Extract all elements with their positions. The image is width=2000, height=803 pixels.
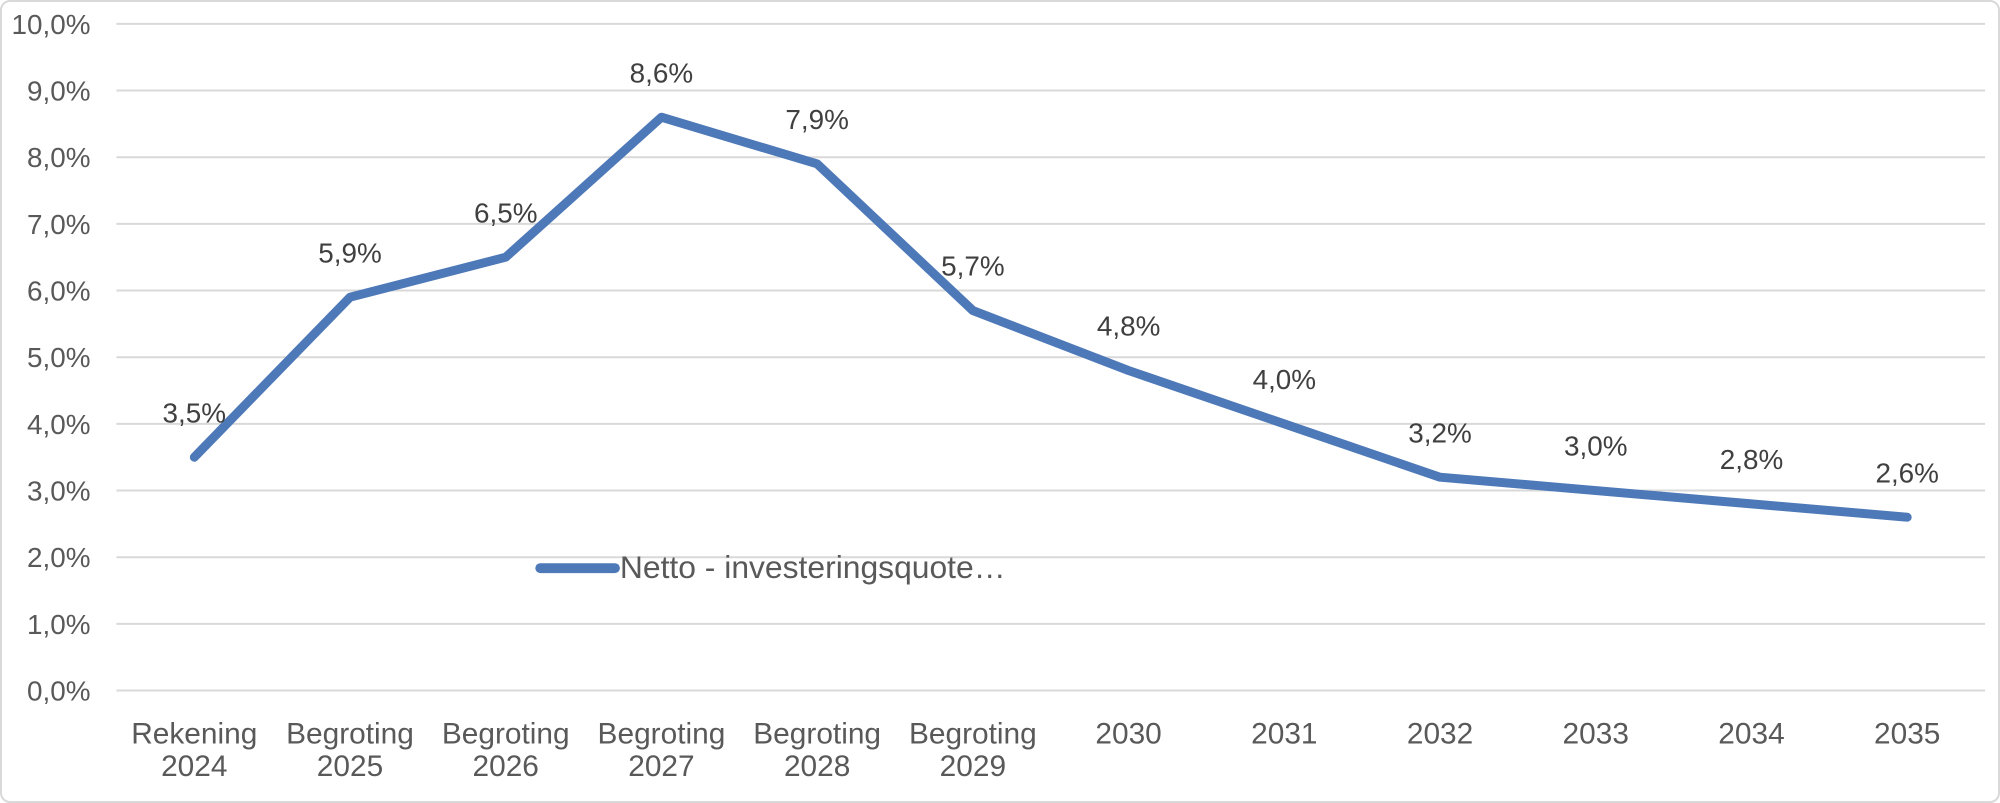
x-axis-labels: Rekening2024Begroting2025Begroting2026Be… — [131, 717, 1940, 783]
data-point-label: 4,8% — [1097, 311, 1161, 342]
x-axis-tick-label: 2034 — [1718, 717, 1784, 750]
legend-label: Netto - investeringsquote… — [620, 549, 1006, 585]
y-axis-tick-label: 9,0% — [27, 76, 91, 107]
data-point-label: 5,7% — [941, 251, 1005, 282]
x-axis-tick-label: 2031 — [1251, 717, 1317, 750]
x-axis-tick-label: 2027 — [628, 750, 694, 783]
y-axis-tick-label: 3,0% — [27, 476, 91, 507]
y-axis-tick-label: 0,0% — [27, 676, 91, 707]
data-point-label: 3,5% — [163, 397, 227, 428]
data-point-label: 6,5% — [474, 197, 538, 228]
x-axis-tick-label: 2029 — [940, 750, 1006, 783]
x-axis-tick-label: 2032 — [1407, 717, 1473, 750]
data-point-label: 7,9% — [785, 104, 848, 135]
y-axis-labels: 0,0% 1,0% 2,0% 3,0% 4,0% 5,0% 6,0% 7,0% 8,0% 9,0%… — [12, 9, 91, 707]
y-axis-tick-label: 10,0% — [12, 9, 91, 40]
data-point-label: 8,6% — [630, 57, 694, 88]
x-axis-tick-label: 2025 — [317, 750, 383, 783]
x-axis-tick-label: 2024 — [161, 750, 227, 783]
data-point-label: 2,8% — [1720, 444, 1783, 475]
data-point-label: 2,6% — [1875, 457, 1939, 488]
x-axis-tick-label: Begroting — [442, 717, 570, 750]
x-axis-tick-label: Begroting — [598, 717, 726, 750]
y-gridlines — [116, 22, 1986, 692]
data-labels: 3,5% 5,9% 6,5% 8,6% 7,9% 5,7% 4,8% 4,0% 3,2% 3,0%… — [163, 57, 1939, 488]
x-axis-tick-label: Begroting — [753, 717, 881, 750]
data-point-label: 3,2% — [1408, 417, 1472, 448]
x-axis-tick-label: 2028 — [784, 750, 850, 783]
x-axis-tick-label: Begroting — [286, 717, 414, 750]
legend: Netto - investeringsquote… — [535, 549, 1006, 585]
y-axis-tick-label: 6,0% — [27, 276, 91, 307]
x-axis-tick-label: 2033 — [1563, 717, 1629, 750]
x-axis-tick-label: Begroting — [909, 717, 1037, 750]
y-axis-tick-label: 2,0% — [27, 542, 91, 573]
y-axis-tick-label: 1,0% — [27, 609, 91, 640]
x-axis-tick-label: 2035 — [1874, 717, 1940, 750]
y-axis-tick-label: 8,0% — [27, 142, 91, 173]
data-point-label: 4,0% — [1253, 364, 1316, 395]
data-point-label: 3,0% — [1564, 431, 1628, 462]
x-axis-tick-label: Rekening — [131, 717, 257, 750]
y-axis-tick-label: 5,0% — [27, 342, 91, 373]
data-point-label: 5,9% — [318, 237, 382, 268]
series-line-group — [189, 112, 1912, 522]
x-axis-tick-label: 2030 — [1095, 717, 1161, 750]
y-axis-tick-label: 4,0% — [27, 409, 91, 440]
series-line — [189, 112, 1912, 522]
x-axis-tick-label: 2026 — [473, 750, 539, 783]
y-axis-tick-label: 7,0% — [27, 209, 91, 240]
